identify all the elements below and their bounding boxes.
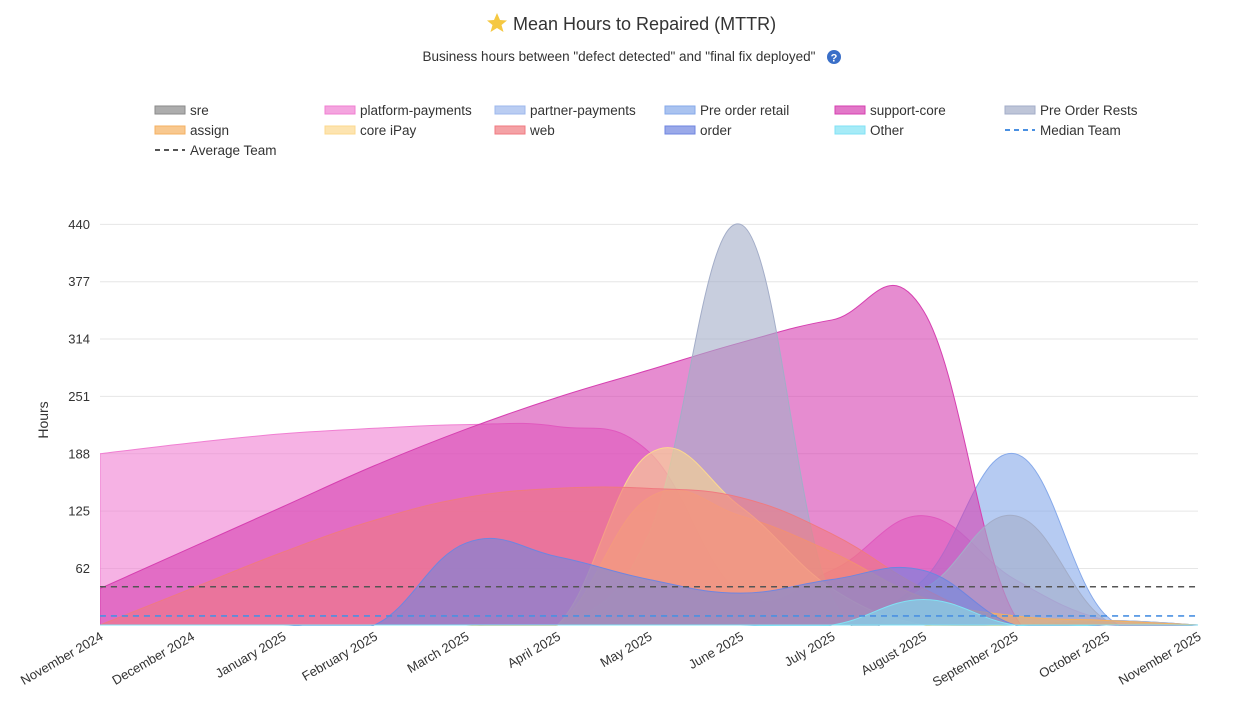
legend-label: Median Team: [1040, 123, 1121, 138]
legend-item[interactable]: Pre Order Rests: [1004, 103, 1138, 118]
legend-label: support-core: [870, 103, 946, 118]
y-tick-label: 377: [68, 274, 90, 289]
legend-swatch: [494, 125, 526, 135]
legend-item[interactable]: order: [664, 123, 732, 138]
legend-item[interactable]: Average Team: [155, 143, 277, 158]
x-tick-label: July 2025: [782, 629, 838, 670]
star-icon: [487, 13, 507, 32]
help-icon[interactable]: ?: [827, 50, 841, 65]
legend-label: core iPay: [360, 123, 417, 138]
legend-item[interactable]: Other: [834, 123, 904, 138]
legend-swatch: [324, 125, 356, 135]
legend-label: Pre Order Rests: [1040, 103, 1138, 118]
x-tick-label: June 2025: [686, 629, 746, 672]
x-tick-label: October 2025: [1036, 629, 1112, 681]
y-axis-label: Hours: [35, 401, 51, 438]
legend-item[interactable]: web: [494, 123, 555, 138]
legend-item[interactable]: platform-payments: [324, 103, 472, 118]
legend-swatch: [834, 105, 866, 115]
x-tick-label: August 2025: [858, 629, 929, 678]
x-tick-label: November 2024: [18, 629, 106, 688]
legend-item[interactable]: partner-payments: [494, 103, 636, 118]
legend-label: Pre order retail: [700, 103, 789, 118]
legend-item[interactable]: Median Team: [1005, 123, 1121, 138]
chart-title: Mean Hours to Repaired (MTTR): [513, 14, 776, 34]
chart-subtitle: Business hours between "defect detected"…: [423, 49, 816, 64]
legend-swatch: [664, 125, 696, 135]
plot-area: [100, 223, 1199, 626]
legend-label: web: [529, 123, 555, 138]
legend-swatch: [834, 125, 866, 135]
legend-item[interactable]: core iPay: [324, 123, 417, 138]
y-tick-label: 251: [68, 389, 90, 404]
y-tick-label: 314: [68, 332, 90, 347]
legend-label: sre: [190, 103, 209, 118]
legend-label: platform-payments: [360, 103, 472, 118]
y-tick-label: 62: [76, 561, 90, 576]
x-tick-label: January 2025: [213, 629, 289, 681]
x-tick-label: April 2025: [505, 629, 563, 671]
y-tick-label: 188: [68, 446, 90, 461]
legend-swatch: [1004, 105, 1036, 115]
legend-label: order: [700, 123, 732, 138]
x-tick-label: December 2024: [109, 629, 197, 688]
x-tick-label: November 2025: [1116, 629, 1204, 688]
area-series: [100, 599, 1199, 626]
legend-label: Other: [870, 123, 904, 138]
x-tick-label: February 2025: [299, 629, 380, 684]
legend-item[interactable]: Pre order retail: [664, 103, 789, 118]
legend-item[interactable]: assign: [154, 123, 229, 138]
svg-text:?: ?: [831, 53, 838, 65]
legend-item[interactable]: support-core: [834, 103, 946, 118]
x-tick-label: September 2025: [930, 629, 1021, 690]
y-tick-label: 440: [68, 217, 90, 232]
legend-label: Average Team: [190, 143, 277, 158]
x-tick-label: March 2025: [405, 629, 472, 676]
legend-swatch: [154, 105, 186, 115]
legend-swatch: [494, 105, 526, 115]
x-tick-label: May 2025: [598, 629, 655, 671]
legend-item[interactable]: sre: [154, 103, 209, 118]
legend-swatch: [664, 105, 696, 115]
y-tick-label: 125: [68, 504, 90, 519]
legend-label: assign: [190, 123, 229, 138]
legend-label: partner-payments: [530, 103, 636, 118]
legend-swatch: [324, 105, 356, 115]
legend-swatch: [154, 125, 186, 135]
